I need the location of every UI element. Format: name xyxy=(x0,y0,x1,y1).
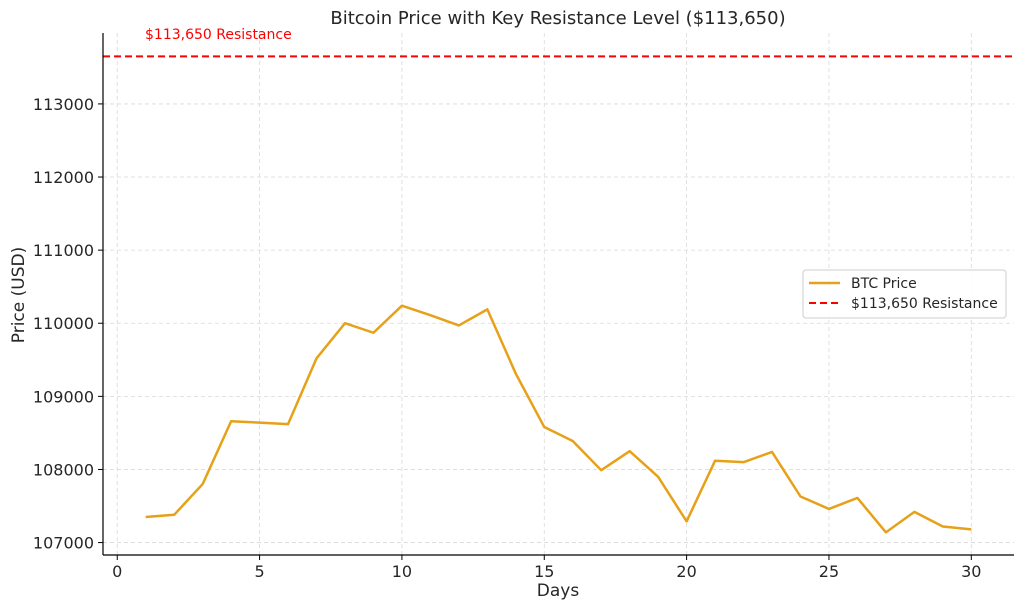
y-tick-label: 110000 xyxy=(33,314,94,333)
x-tick-label: 20 xyxy=(676,562,696,581)
legend-box xyxy=(802,269,1007,319)
resistance-annotation: $113,650 Resistance xyxy=(145,27,292,43)
x-tick-label: 10 xyxy=(392,562,412,581)
btc-price-line xyxy=(145,304,972,534)
x-tick-label: 0 xyxy=(112,562,122,581)
axes xyxy=(98,33,1014,560)
chart-title: Bitcoin Price with Key Resistance Level … xyxy=(330,8,785,29)
y-tick-label: 111000 xyxy=(33,241,94,260)
x-axis-title: Days xyxy=(537,581,580,601)
y-tick-label: 108000 xyxy=(33,460,94,479)
x-tick-label: 30 xyxy=(961,562,981,581)
x-tick-label: 25 xyxy=(819,562,839,581)
y-axis-title: Price (USD) xyxy=(9,247,29,343)
series-layer xyxy=(145,304,972,534)
legend-label-btc-price: BTC Price xyxy=(851,276,917,292)
x-tick-label: 5 xyxy=(254,562,264,581)
y-tick-label: 107000 xyxy=(33,534,94,553)
legend: BTC Price $113,650 Resistance xyxy=(802,269,1007,319)
x-tick-label: 15 xyxy=(534,562,554,581)
legend-label-resistance: $113,650 Resistance xyxy=(851,296,998,312)
y-tick-label: 112000 xyxy=(33,168,94,187)
y-tick-label: 109000 xyxy=(33,387,94,406)
y-tick-label: 113000 xyxy=(33,95,94,114)
tick-labels: 0 5 10 15 20 25 30 107000 108000 109000 110000 1110… xyxy=(33,95,982,581)
